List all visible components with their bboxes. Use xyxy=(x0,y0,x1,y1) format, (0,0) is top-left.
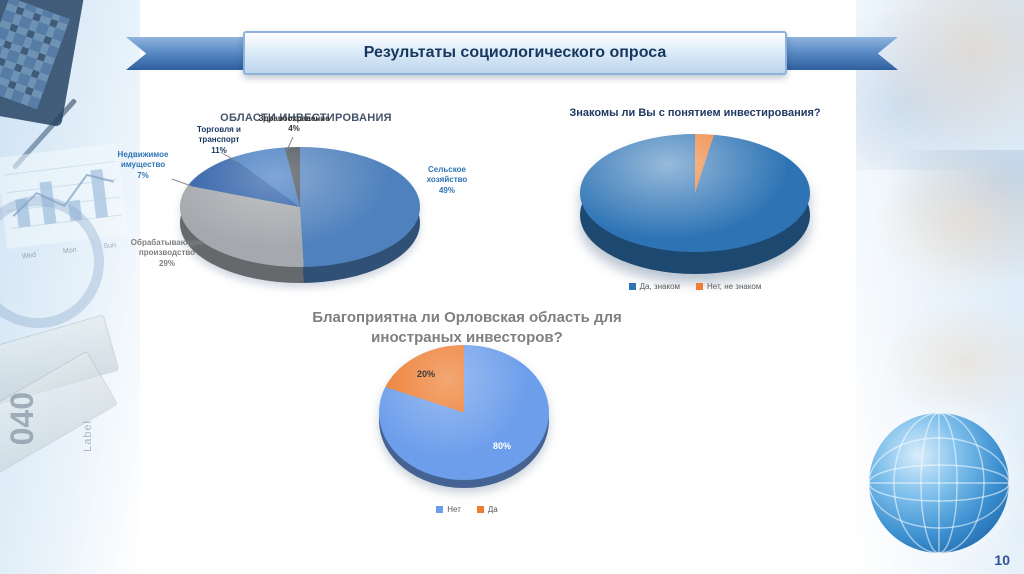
callout-label: Обрабатывающее производство xyxy=(130,238,204,258)
legend-label: Нет xyxy=(447,505,461,514)
legend-swatch-yes xyxy=(628,283,636,290)
chart2-title: Знакомы ли Вы с понятием инвестирования? xyxy=(569,107,821,119)
chart-investment-areas: ОБЛАСТИ ИНВЕСТИРОВАНИЯ Здравоохранение 4… xyxy=(110,95,510,307)
data-label-80: 80% xyxy=(493,441,512,451)
ribbon-right-wing xyxy=(772,37,898,70)
callout-label: Торговля и транспорт xyxy=(197,125,241,145)
page-number: 10 xyxy=(994,552,1010,568)
callout-pct: 11% xyxy=(211,145,227,155)
callout-pct: 4% xyxy=(288,124,300,134)
pie-top-face xyxy=(379,345,549,480)
chart-region-favorability: Благоприятна ли Орловская область для ин… xyxy=(297,293,637,525)
calculator-keys-decoration xyxy=(0,0,70,110)
title-box: Результаты социологического опроса xyxy=(243,31,787,75)
chart3-legend: Нет Да xyxy=(297,505,637,514)
left-decoration-collage: Wed Mon Sun 040 Label xyxy=(0,0,140,574)
callout-label: Здравоохранение xyxy=(258,114,330,123)
legend-label: Да xyxy=(487,505,498,514)
pie-top-face xyxy=(180,147,420,267)
chart2-legend: Да, знаком Нет, не знаком xyxy=(545,282,845,291)
pie-top-face xyxy=(580,134,810,252)
callout-healthcare: Здравоохранение 4% xyxy=(253,114,335,135)
callout-trade-transport: Торговля и транспорт 11% xyxy=(186,125,252,156)
pie-investment-areas xyxy=(180,147,420,287)
tax-form-text-decoration: 040 xyxy=(4,392,40,446)
calculator-photo-decoration xyxy=(0,0,86,127)
chart-investing-familiarity: Знакомы ли Вы с понятием инвестирования?… xyxy=(545,90,845,302)
slide-title: Результаты социологического опроса xyxy=(363,44,667,61)
chart3-title: Благоприятна ли Орловская область для ин… xyxy=(312,309,622,346)
pie-region-favorability xyxy=(379,345,549,490)
callout-pct: 49% xyxy=(438,185,455,195)
magnifier-icon xyxy=(0,196,104,328)
data-label-20: 20% xyxy=(417,369,436,379)
callout-manufacturing: Обрабатывающее производство 29% xyxy=(120,238,214,269)
callout-agriculture: Сельское хозяйство 49% xyxy=(416,165,478,196)
legend-item: Нет xyxy=(436,505,461,514)
legend-label: Нет, не знаком xyxy=(707,282,762,291)
callout-label: Сельское хозяйство xyxy=(426,165,468,185)
callout-real-estate: Недвижимое имущество 7% xyxy=(110,150,176,181)
callout-pct: 29% xyxy=(158,258,175,268)
legend-item: Да, знаком xyxy=(628,282,681,291)
legend-label: Да, знаком xyxy=(639,282,681,291)
legend-swatch-yes xyxy=(476,506,484,513)
pie-investing-familiarity xyxy=(580,134,810,276)
legend-swatch-no xyxy=(436,506,444,513)
chart1-title: ОБЛАСТИ ИНВЕСТИРОВАНИЯ xyxy=(220,112,392,124)
callout-label: Недвижимое имущество xyxy=(117,150,169,170)
business-people-photo-decoration xyxy=(856,0,1024,170)
globe-icon xyxy=(864,408,1014,558)
legend-swatch-no xyxy=(696,283,704,290)
right-decoration-collage xyxy=(852,0,1024,574)
legend-item: Да xyxy=(476,505,498,514)
ribbon-left-wing xyxy=(126,37,252,70)
label-text-decoration: Label xyxy=(82,420,94,452)
callout-pct: 7% xyxy=(137,170,149,180)
hand-writing-photo-decoration xyxy=(868,150,1024,300)
legend-item: Нет, не знаком xyxy=(696,282,761,291)
